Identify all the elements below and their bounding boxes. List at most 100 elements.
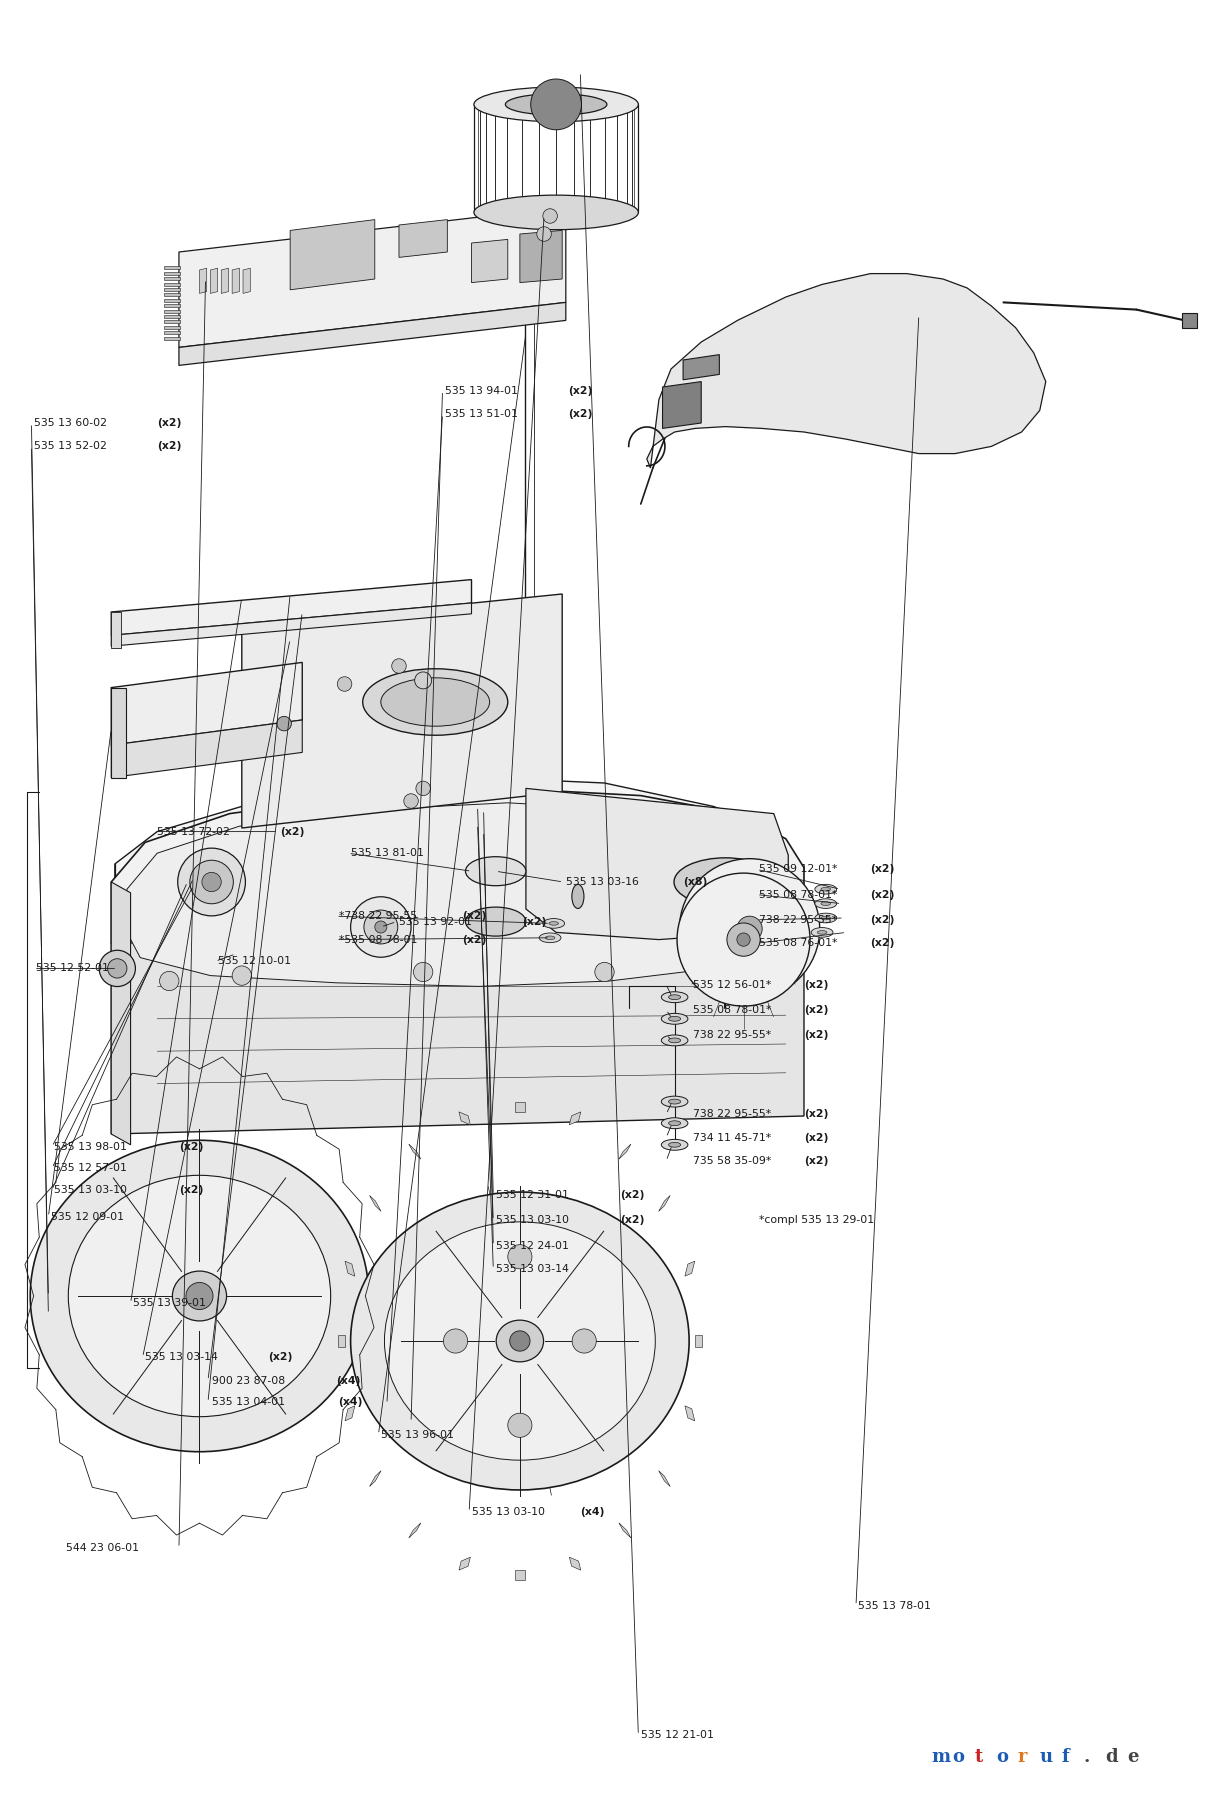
- Circle shape: [364, 911, 398, 943]
- Polygon shape: [242, 594, 562, 828]
- Polygon shape: [221, 268, 229, 293]
- Ellipse shape: [474, 194, 638, 230]
- Text: (x4): (x4): [580, 1507, 604, 1517]
- Text: o: o: [996, 1748, 1008, 1766]
- Text: (x2): (x2): [157, 441, 181, 452]
- Ellipse shape: [661, 1118, 688, 1129]
- Polygon shape: [111, 688, 126, 778]
- Ellipse shape: [669, 1143, 681, 1147]
- Text: 535 13 96-01: 535 13 96-01: [381, 1429, 453, 1440]
- Bar: [164, 320, 180, 324]
- Text: 535 12 24-01: 535 12 24-01: [496, 1240, 568, 1251]
- Text: 535 13 03-10: 535 13 03-10: [54, 1184, 131, 1195]
- Ellipse shape: [661, 1013, 688, 1024]
- Ellipse shape: [661, 1096, 688, 1107]
- Text: (x2): (x2): [157, 418, 181, 428]
- Circle shape: [232, 967, 251, 985]
- Text: 535 08 78-01*: 535 08 78-01*: [693, 1004, 775, 1015]
- Circle shape: [416, 781, 430, 796]
- Text: 535 12 21-01: 535 12 21-01: [641, 1730, 713, 1741]
- Text: 535 12 57-01: 535 12 57-01: [54, 1163, 127, 1174]
- Ellipse shape: [821, 887, 831, 891]
- Polygon shape: [647, 274, 1046, 468]
- Polygon shape: [179, 207, 566, 347]
- Circle shape: [531, 79, 582, 130]
- Polygon shape: [111, 662, 302, 745]
- Text: u: u: [1040, 1748, 1053, 1766]
- Circle shape: [737, 916, 762, 941]
- Ellipse shape: [661, 1139, 688, 1150]
- Polygon shape: [111, 720, 302, 778]
- Polygon shape: [111, 882, 131, 1145]
- Circle shape: [677, 873, 810, 1006]
- Polygon shape: [683, 355, 719, 380]
- Text: (x8): (x8): [683, 877, 707, 887]
- Polygon shape: [515, 1102, 525, 1112]
- Text: (x2): (x2): [804, 1132, 828, 1143]
- Polygon shape: [569, 1112, 580, 1125]
- Polygon shape: [337, 1334, 345, 1348]
- Text: (x2): (x2): [568, 409, 592, 419]
- Bar: [164, 315, 180, 319]
- Ellipse shape: [539, 932, 561, 943]
- Circle shape: [537, 227, 551, 241]
- Polygon shape: [179, 302, 566, 365]
- Text: (x2): (x2): [870, 914, 895, 925]
- Text: (x2): (x2): [620, 1190, 644, 1201]
- Text: 535 08 76-01*: 535 08 76-01*: [759, 938, 841, 949]
- Polygon shape: [659, 1471, 670, 1487]
- Text: (x2): (x2): [804, 979, 828, 990]
- Text: 535 13 92-01: 535 13 92-01: [399, 916, 475, 927]
- Ellipse shape: [381, 679, 490, 725]
- Text: (x2): (x2): [462, 934, 486, 945]
- Bar: [164, 283, 180, 286]
- Text: (x2): (x2): [804, 1109, 828, 1120]
- Text: e: e: [1127, 1748, 1139, 1766]
- Circle shape: [160, 972, 179, 990]
- Text: (x2): (x2): [179, 1141, 203, 1152]
- Ellipse shape: [545, 936, 555, 940]
- Circle shape: [510, 1330, 530, 1352]
- Circle shape: [190, 860, 233, 904]
- Polygon shape: [684, 1262, 695, 1276]
- Polygon shape: [111, 612, 121, 648]
- Ellipse shape: [69, 1175, 331, 1417]
- Ellipse shape: [669, 1017, 681, 1021]
- Ellipse shape: [474, 86, 638, 122]
- Polygon shape: [619, 1523, 631, 1537]
- Text: 535 08 78-01*: 535 08 78-01*: [759, 889, 841, 900]
- Polygon shape: [370, 1471, 381, 1487]
- Circle shape: [108, 959, 127, 977]
- Bar: [164, 272, 180, 275]
- Ellipse shape: [351, 1192, 689, 1490]
- Text: 535 12 09-01: 535 12 09-01: [51, 1211, 123, 1222]
- Text: m: m: [931, 1748, 950, 1766]
- Text: (x2): (x2): [522, 916, 546, 927]
- Text: (x2): (x2): [804, 1004, 828, 1015]
- Text: (x2): (x2): [870, 938, 895, 949]
- Ellipse shape: [815, 913, 837, 923]
- Circle shape: [508, 1413, 532, 1438]
- Circle shape: [444, 1328, 468, 1354]
- Ellipse shape: [821, 902, 831, 905]
- Circle shape: [392, 659, 406, 673]
- Text: o: o: [953, 1748, 965, 1766]
- Polygon shape: [370, 1195, 381, 1211]
- Polygon shape: [459, 1112, 470, 1125]
- Bar: [164, 310, 180, 313]
- Text: 535 12 56-01*: 535 12 56-01*: [693, 979, 775, 990]
- Circle shape: [508, 1244, 532, 1269]
- Ellipse shape: [549, 922, 559, 925]
- Polygon shape: [111, 788, 804, 1001]
- Text: (x4): (x4): [339, 1397, 363, 1408]
- Ellipse shape: [817, 931, 827, 934]
- Circle shape: [415, 671, 432, 689]
- Text: 544 23 06-01: 544 23 06-01: [66, 1543, 139, 1553]
- Bar: [164, 277, 180, 281]
- Text: 535 13 78-01: 535 13 78-01: [858, 1600, 931, 1611]
- Circle shape: [736, 932, 750, 947]
- Text: 535 13 04-01: 535 13 04-01: [212, 1397, 288, 1408]
- Bar: [164, 337, 180, 340]
- Polygon shape: [399, 220, 447, 257]
- Polygon shape: [695, 1334, 702, 1348]
